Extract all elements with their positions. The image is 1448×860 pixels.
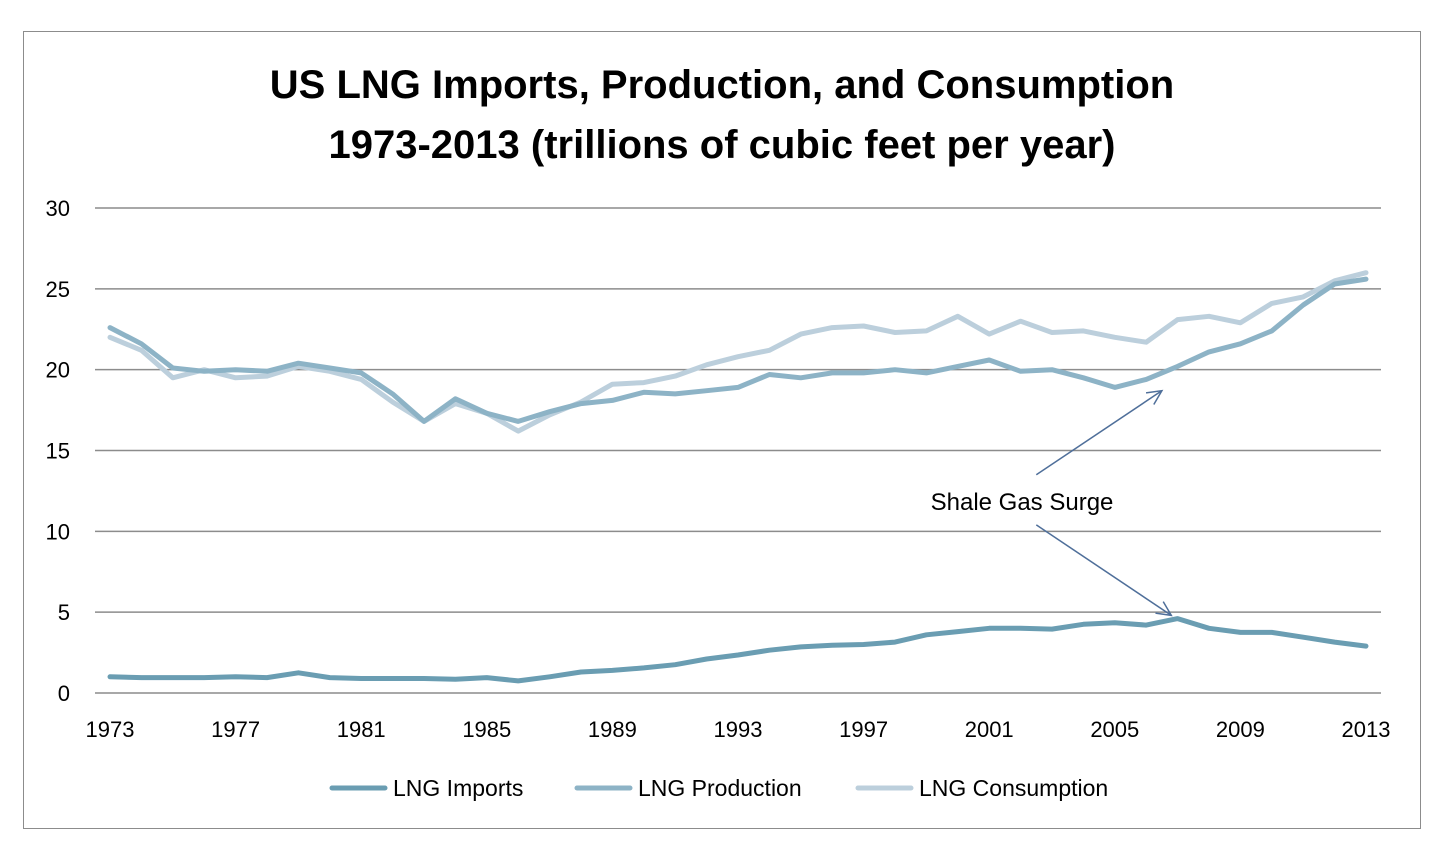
x-tick-label: 2005 — [1090, 717, 1139, 742]
chart-title-line-1: US LNG Imports, Production, and Consumpt… — [270, 63, 1174, 107]
annotation-arrowhead-1 — [1145, 389, 1164, 405]
annotation-label: Shale Gas Surge — [931, 489, 1114, 516]
x-tick-label: 1973 — [86, 717, 135, 742]
series-line-lng-consumption — [107, 270, 1369, 434]
y-axis-tick-labels: 0 5 10 15 20 25 30 — [46, 196, 70, 706]
x-tick-label: 1981 — [337, 717, 386, 742]
legend-label: LNG Consumption — [919, 775, 1108, 801]
series-line-lng-imports — [107, 616, 1369, 684]
y-tick-label: 0 — [58, 681, 70, 706]
x-tick-label: 1977 — [211, 717, 260, 742]
x-axis-tick-labels: 1973 1977 1981 1985 1989 1993 1997 2001 2005 2009… — [86, 717, 1391, 742]
x-tick-label: 2009 — [1216, 717, 1265, 742]
legend-label: LNG Production — [638, 775, 802, 801]
x-tick-label: 2013 — [1342, 717, 1391, 742]
y-tick-label: 20 — [46, 358, 70, 383]
x-tick-label: 1989 — [588, 717, 637, 742]
x-tick-label: 2001 — [965, 717, 1014, 742]
x-tick-label: 1997 — [839, 717, 888, 742]
annotation: Shale Gas Surge — [931, 389, 1173, 617]
legend: LNG Imports LNG Production LNG Consumption — [329, 775, 1108, 801]
annotation-arrow-1 — [1035, 390, 1163, 476]
y-tick-label: 5 — [58, 600, 70, 625]
y-tick-label: 25 — [46, 277, 70, 302]
chart-title-line-2: 1973-2013 (trillions of cubic feet per y… — [329, 123, 1116, 167]
x-tick-label: 1985 — [462, 717, 511, 742]
annotation-arrow-2 — [1035, 524, 1172, 617]
chart-frame — [23, 31, 1421, 829]
series-line-lng-production — [107, 276, 1369, 424]
y-tick-label: 10 — [46, 519, 70, 544]
series-lines — [107, 270, 1369, 684]
annotation-arrowhead-2 — [1155, 601, 1173, 617]
legend-label: LNG Imports — [393, 775, 523, 801]
y-tick-label: 15 — [46, 439, 70, 464]
x-tick-label: 1993 — [714, 717, 763, 742]
y-tick-label: 30 — [46, 196, 70, 221]
